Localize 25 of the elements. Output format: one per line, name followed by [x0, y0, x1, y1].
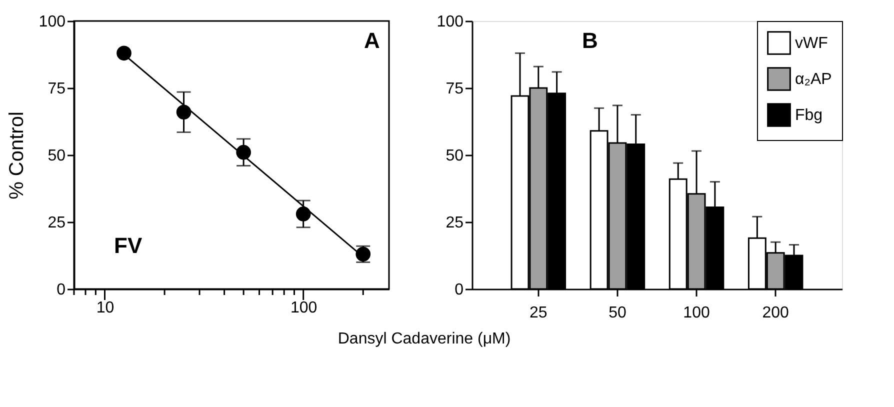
- y-axis-title: % Control: [6, 112, 28, 200]
- legend-label: vWF: [795, 35, 828, 52]
- legend-label: α₂AP: [795, 71, 832, 88]
- x-tick-label: 25: [530, 304, 548, 322]
- legend-label: Fbg: [795, 107, 823, 124]
- y-tick-label: 50: [48, 148, 66, 164]
- y-tick-label: 100: [436, 14, 464, 30]
- annotation: B: [582, 28, 598, 53]
- y-tick-label: 0: [56, 282, 66, 298]
- annotation: A: [364, 28, 380, 53]
- point: [116, 46, 132, 61]
- x-tick-label: 200: [762, 304, 790, 322]
- y-tick-label: 0: [454, 282, 464, 298]
- x-tick-label: 100: [683, 304, 710, 322]
- y-tick-label: 25: [446, 214, 464, 232]
- y-tick-label: 50: [446, 148, 464, 164]
- y-tick-label: 100: [38, 14, 66, 30]
- annotation: FV: [114, 233, 142, 258]
- x-tick-label: 10: [96, 300, 114, 316]
- y-tick-label: 75: [446, 80, 464, 98]
- x-tick-label: 100: [290, 300, 318, 316]
- y-tick-label: 25: [48, 214, 66, 232]
- x-axis-title: Dansyl Cadaverine (μM): [338, 330, 511, 348]
- y-tick-label: 75: [48, 80, 66, 98]
- x-tick-label: 50: [608, 304, 626, 322]
